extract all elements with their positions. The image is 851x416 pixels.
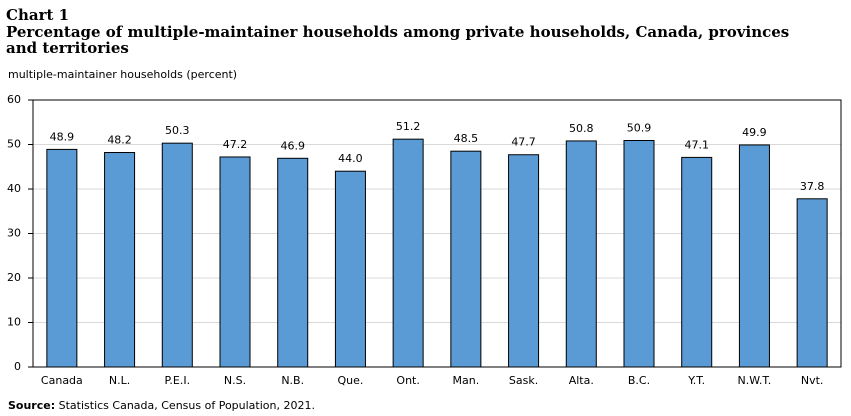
value-label: 50.8 [569, 122, 594, 135]
value-label: 48.5 [454, 132, 479, 145]
x-tick-label: N.W.T. [738, 374, 772, 387]
value-label: 47.1 [684, 138, 709, 151]
bar [450, 150, 482, 368]
x-tick-label: Y.T. [687, 374, 705, 387]
value-label: 50.3 [165, 124, 190, 137]
plot-frame [32, 99, 842, 368]
x-tick-label: Ont. [396, 374, 419, 387]
value-label: 37.8 [800, 180, 825, 193]
value-label: 48.9 [50, 130, 75, 143]
value-label: 50.9 [627, 121, 652, 134]
chart-title: Chart 1 [6, 6, 70, 24]
source: Source: Statistics Canada, Census of Pop… [8, 399, 315, 412]
chart: 0 10 20 30 40 50 60 Canada 48.9 N.L. 48.2 P.E.I. 50.… [7, 93, 842, 387]
y-tick-label: 60 [7, 93, 21, 106]
bar [738, 144, 770, 368]
bar [219, 156, 251, 368]
value-label: 49.9 [742, 126, 767, 139]
value-label: 47.2 [223, 138, 248, 151]
source-text: Statistics Canada, Census of Population,… [58, 399, 315, 412]
x-tick-label: Man. [453, 374, 480, 387]
bar [104, 152, 136, 368]
x-tick-label: B.C. [628, 374, 650, 387]
x-tick-label: Alta. [569, 374, 594, 387]
y-axis-label: multiple-maintainer households (percent) [8, 68, 238, 81]
value-label: 44.0 [338, 152, 363, 165]
x-tick-label: P.E.I. [164, 374, 190, 387]
bar [565, 140, 597, 368]
bar [392, 138, 424, 368]
x-tick-label: N.S. [224, 374, 246, 387]
y-tick-label: 20 [7, 271, 21, 284]
x-tick-label: Sask. [509, 374, 538, 387]
value-label: 47.7 [511, 136, 536, 149]
x-tick-label: Que. [337, 374, 363, 387]
y-tick-label: 40 [7, 182, 21, 195]
x-tick-label: N.L. [109, 374, 130, 387]
y-tick-label: 30 [7, 227, 21, 240]
bar [623, 139, 655, 368]
y-tick-label: 0 [14, 360, 21, 373]
value-label: 46.9 [280, 139, 305, 152]
y-tick-label: 10 [7, 316, 21, 329]
x-tick-label: Nvt. [801, 374, 824, 387]
bar [508, 154, 540, 368]
x-tick-label: Canada [41, 374, 83, 387]
x-tick-label: N.B. [281, 374, 304, 387]
bar [277, 157, 309, 368]
chart-subtitle: Percentage of multiple-maintainer househ… [6, 23, 790, 57]
y-tick-label: 50 [7, 138, 21, 151]
bar [46, 148, 78, 368]
bar [161, 142, 193, 368]
source-label: Source: [8, 399, 56, 412]
bar [796, 198, 828, 368]
bar [334, 170, 366, 368]
value-label: 51.2 [396, 120, 421, 133]
bar [681, 156, 713, 368]
value-label: 48.2 [107, 134, 132, 147]
